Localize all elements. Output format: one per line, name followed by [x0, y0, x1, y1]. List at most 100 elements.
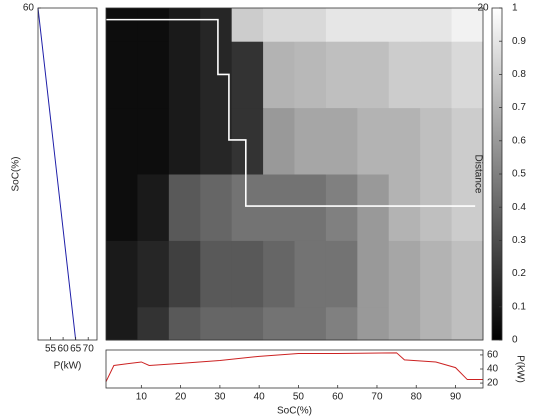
axes-frame — [105, 7, 484, 341]
heatmap-cell — [168, 41, 201, 109]
x-tick-label: 80 — [411, 392, 423, 403]
heatmap-cell — [420, 174, 453, 241]
data-line — [105, 352, 483, 382]
heatmap-cell — [388, 41, 421, 109]
heatmap-cell — [200, 306, 233, 341]
heatmap-cell — [106, 41, 138, 109]
heatmap-cell — [388, 174, 421, 241]
heatmap-cell — [294, 8, 327, 42]
y-axis-label: P(kW) — [514, 355, 525, 383]
y-tick-label: 20 — [477, 3, 489, 14]
data-line — [106, 18, 476, 207]
colorbar-tick-label: 0.4 — [512, 202, 526, 213]
y-tick-label: 40 — [487, 364, 499, 375]
y-tick-label: 60 — [23, 3, 35, 14]
x-tick-label: 50 — [293, 392, 305, 403]
heatmap-cell — [200, 8, 233, 42]
x-tick-label: 55 — [45, 344, 57, 355]
heatmap-cell — [388, 107, 421, 175]
heatmap-cell — [357, 240, 390, 308]
heatmap-cell — [137, 8, 170, 42]
heatmap-cell — [168, 107, 201, 175]
data-line — [37, 7, 77, 341]
heatmap-cell — [420, 41, 453, 109]
heatmap-cell — [294, 306, 327, 341]
heatmap-cell — [168, 240, 201, 308]
heatmap-cell — [451, 306, 484, 341]
heatmap-cell — [388, 8, 421, 42]
heatmap-cell — [357, 107, 390, 175]
heatmap-cell — [451, 174, 484, 241]
heatmap-cell — [451, 8, 484, 42]
heatmap-cell — [106, 306, 138, 341]
heatmap-cell — [420, 306, 453, 341]
axes-frame — [37, 7, 98, 341]
heatmap-cell — [231, 8, 264, 42]
heatmap-cell — [263, 240, 295, 308]
heatmap-cell — [357, 8, 390, 42]
heatmap-cell — [325, 306, 358, 341]
heatmap-cell — [263, 107, 295, 175]
heatmap-cell — [294, 240, 327, 308]
x-tick-label: 65 — [70, 344, 82, 355]
colorbar-tick-label: 0.2 — [512, 268, 526, 279]
heatmap-cell — [137, 306, 170, 341]
heatmap-cell — [263, 8, 295, 42]
heatmap-cell — [388, 240, 421, 308]
x-axis-label: P(kW) — [54, 361, 82, 372]
heatmap-cell — [420, 107, 453, 175]
heatmap-cell — [294, 107, 327, 175]
x-axis-label: SoC(%) — [277, 406, 312, 417]
x-tick-label: 20 — [175, 392, 187, 403]
heatmap-cell — [451, 41, 484, 109]
heatmap-cell — [420, 8, 453, 42]
heatmap-cell — [294, 174, 327, 241]
colorbar-tick-label: 0.1 — [512, 301, 526, 312]
x-tick-label: 70 — [83, 344, 95, 355]
heatmap-cell — [137, 107, 170, 175]
colorbar-tick-label: 0 — [512, 335, 518, 346]
heatmap-cell — [263, 41, 295, 109]
heatmap-cell — [106, 240, 138, 308]
heatmap-cell — [200, 107, 233, 175]
heatmap-cell — [168, 8, 201, 42]
heatmap-cell — [388, 306, 421, 341]
colorbar-tick-label: 0.7 — [512, 102, 526, 113]
x-tick-label: 40 — [254, 392, 266, 403]
heatmap-cell — [106, 174, 138, 241]
heatmap-cell — [451, 240, 484, 308]
heatmap-cell — [231, 107, 264, 175]
heatmap-cell — [357, 41, 390, 109]
heatmap-cell — [231, 306, 264, 341]
y-axis-label: SoC(%) — [11, 156, 22, 191]
heatmap-cell — [231, 41, 264, 109]
x-tick-label: 30 — [214, 392, 226, 403]
heatmap-cell — [168, 306, 201, 341]
x-tick-label: 60 — [58, 344, 70, 355]
heatmap-cell — [294, 41, 327, 109]
colorbar-tick-label: 0.6 — [512, 135, 526, 146]
heatmap-cell — [325, 107, 358, 175]
heatmap-cell — [200, 174, 233, 241]
y-axis-label: Distance — [472, 155, 483, 194]
heatmap-cell — [168, 174, 201, 241]
heatmap-cell — [231, 240, 264, 308]
heatmap-cell — [420, 240, 453, 308]
colorbar-tick-label: 0.5 — [512, 169, 526, 180]
heatmap-cell — [137, 174, 170, 241]
x-tick-label: 60 — [332, 392, 344, 403]
heatmap-cell — [200, 240, 233, 308]
colorbar-tick-label: 0.3 — [512, 235, 526, 246]
heatmap-cell — [325, 240, 358, 308]
colorbar-tick-label: 0.9 — [512, 36, 526, 47]
heatmap-cell — [357, 306, 390, 341]
heatmap-cell — [325, 174, 358, 241]
heatmap-cell — [263, 306, 295, 341]
heatmap-cell — [231, 174, 264, 241]
colorbar-tick-label: 0.8 — [512, 69, 526, 80]
heatmap-cell — [325, 41, 358, 109]
heatmap-cell — [451, 107, 484, 175]
heatmap-cell — [137, 240, 170, 308]
heatmap-cell — [263, 174, 295, 241]
